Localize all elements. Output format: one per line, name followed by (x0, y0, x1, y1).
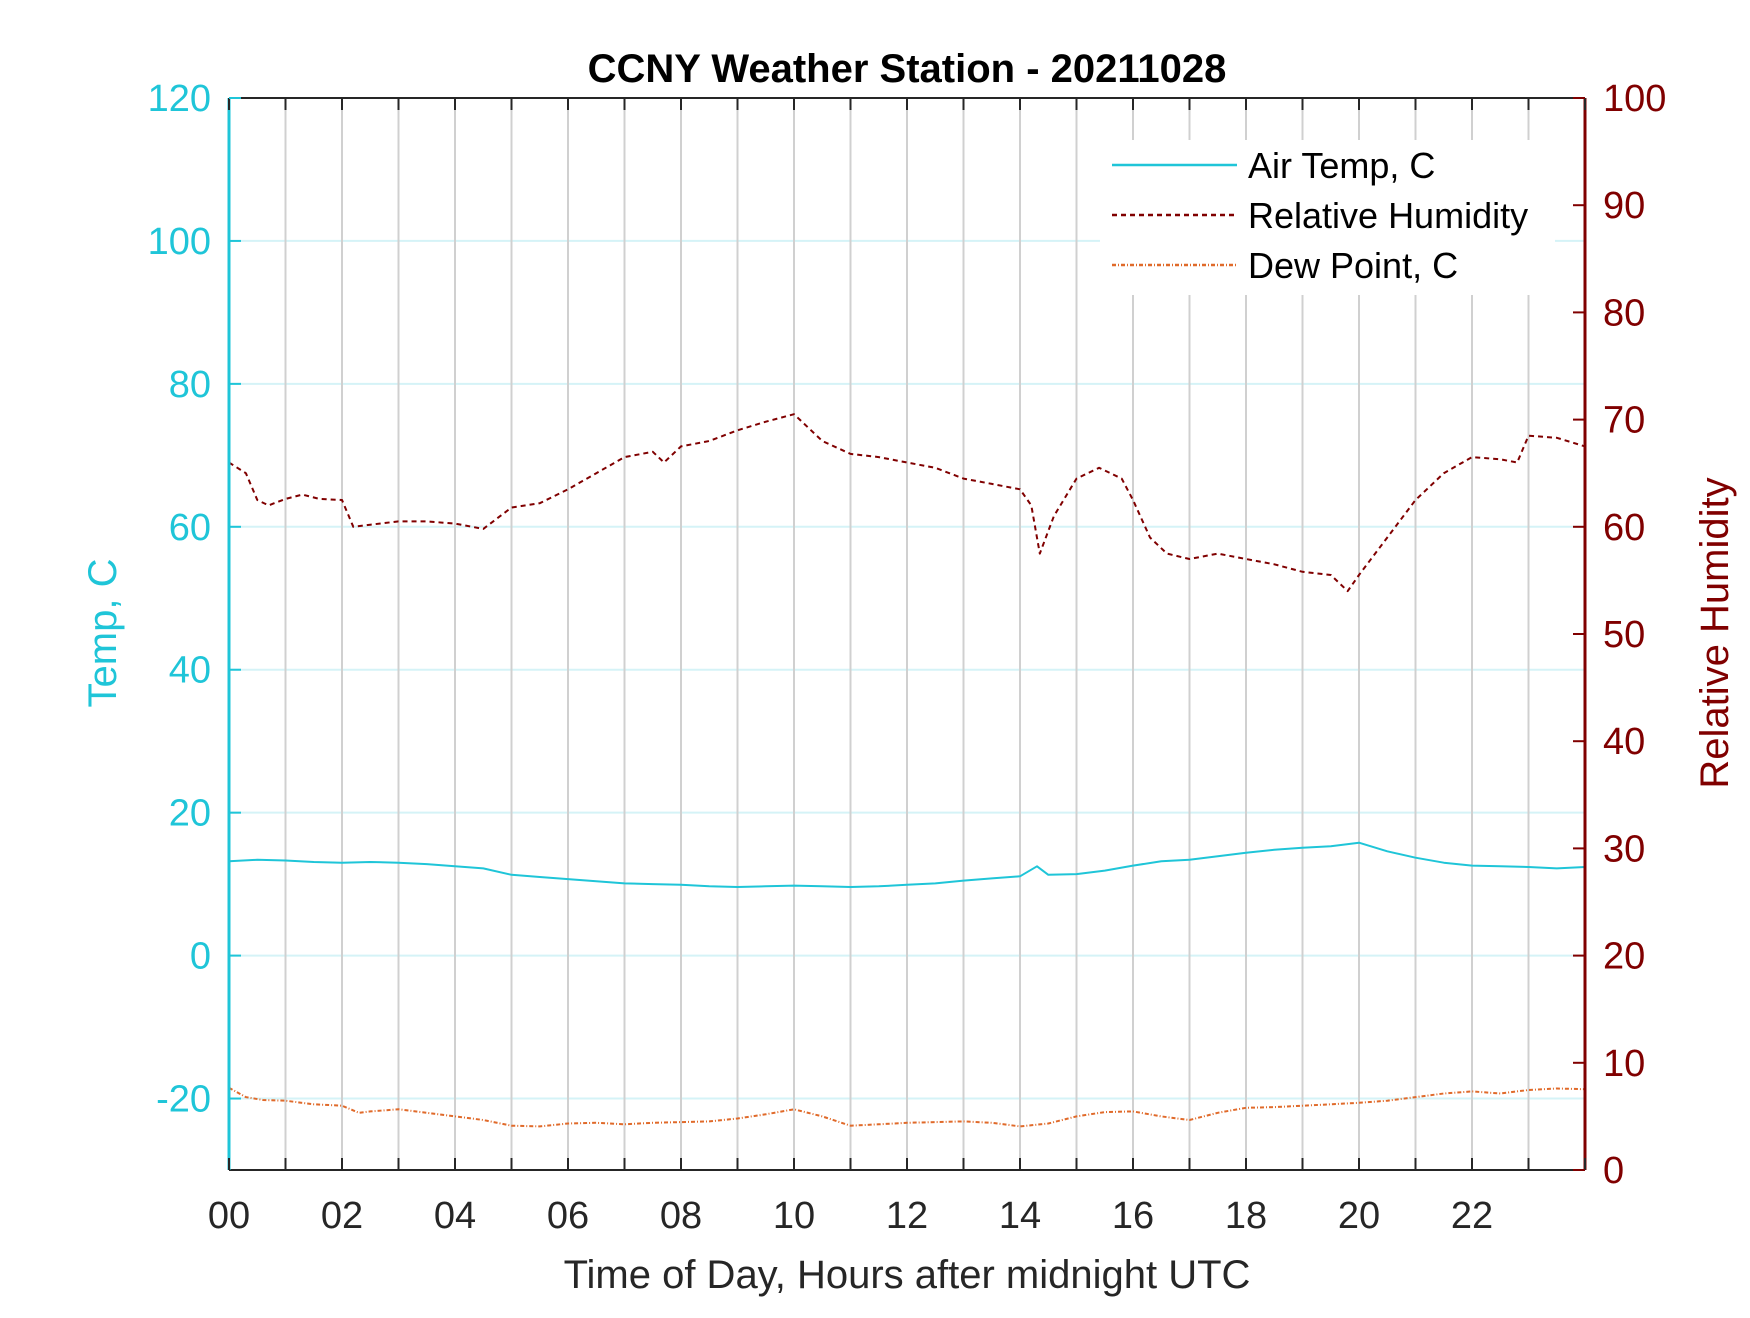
y-right-tick-label: 60 (1603, 507, 1645, 549)
x-tick-label: 06 (547, 1195, 589, 1237)
y-left-tick-label: -20 (156, 1079, 211, 1121)
y-left-tick-label: 100 (148, 221, 211, 263)
y-axis-left-label: Temp, C (81, 559, 125, 708)
series-line-dew-point (228, 1086, 1586, 1128)
y-right-tick-label: 90 (1603, 185, 1645, 227)
x-tick-label: 04 (434, 1195, 476, 1237)
y-left-tick-label: 40 (169, 650, 211, 692)
y-right-tick-label: 80 (1603, 292, 1645, 334)
series-layer (228, 413, 1586, 1128)
y-right-tick-label: 50 (1603, 614, 1645, 656)
y-right-tick-label: 70 (1603, 400, 1645, 442)
x-tick-label: 10 (773, 1195, 815, 1237)
x-tick-label: 08 (660, 1195, 702, 1237)
y-left-tick-label: 120 (148, 78, 211, 120)
ticks-layer: 00 02 04 06 08 10 12 14 16 18 20 22-200204060801001… (148, 78, 1667, 1237)
series-line-relative-humidity (228, 413, 1586, 593)
grid-layer (229, 97, 1585, 1170)
y-left-tick-label: 20 (169, 793, 211, 835)
x-axis-label: Time of Day, Hours after midnight UTC (564, 1253, 1251, 1297)
y-right-tick-label: 20 (1603, 936, 1645, 978)
y-left-tick-label: 60 (169, 507, 211, 549)
x-tick-label: 02 (321, 1195, 363, 1237)
legend-entry-label: Air Temp, C (1248, 145, 1435, 186)
legend-entry-label: Relative Humidity (1248, 195, 1528, 236)
y-axis-right-label: Relative Humidity (1693, 477, 1737, 788)
x-tick-label: 14 (999, 1195, 1041, 1237)
x-tick-label: 22 (1451, 1195, 1493, 1237)
y-left-tick-label: 0 (190, 936, 211, 978)
y-right-tick-label: 30 (1603, 828, 1645, 870)
x-tick-label: 16 (1112, 1195, 1154, 1237)
legend-entry-label: Dew Point, C (1248, 245, 1458, 286)
x-tick-label: 20 (1338, 1195, 1380, 1237)
x-tick-label: 12 (886, 1195, 928, 1237)
y-right-tick-label: 10 (1603, 1043, 1645, 1085)
chart-title: CCNY Weather Station - 20211028 (588, 47, 1227, 91)
x-tick-label: 00 (208, 1195, 250, 1237)
legend: Air Temp, C Relative Humidity Dew Point, C (1100, 140, 1555, 295)
y-right-tick-label: 0 (1603, 1150, 1624, 1192)
y-right-tick-label: 100 (1603, 78, 1666, 120)
series-line-air-temp (228, 841, 1586, 888)
y-left-tick-label: 80 (169, 364, 211, 406)
x-tick-label: 18 (1225, 1195, 1267, 1237)
y-right-tick-label: 40 (1603, 721, 1645, 763)
